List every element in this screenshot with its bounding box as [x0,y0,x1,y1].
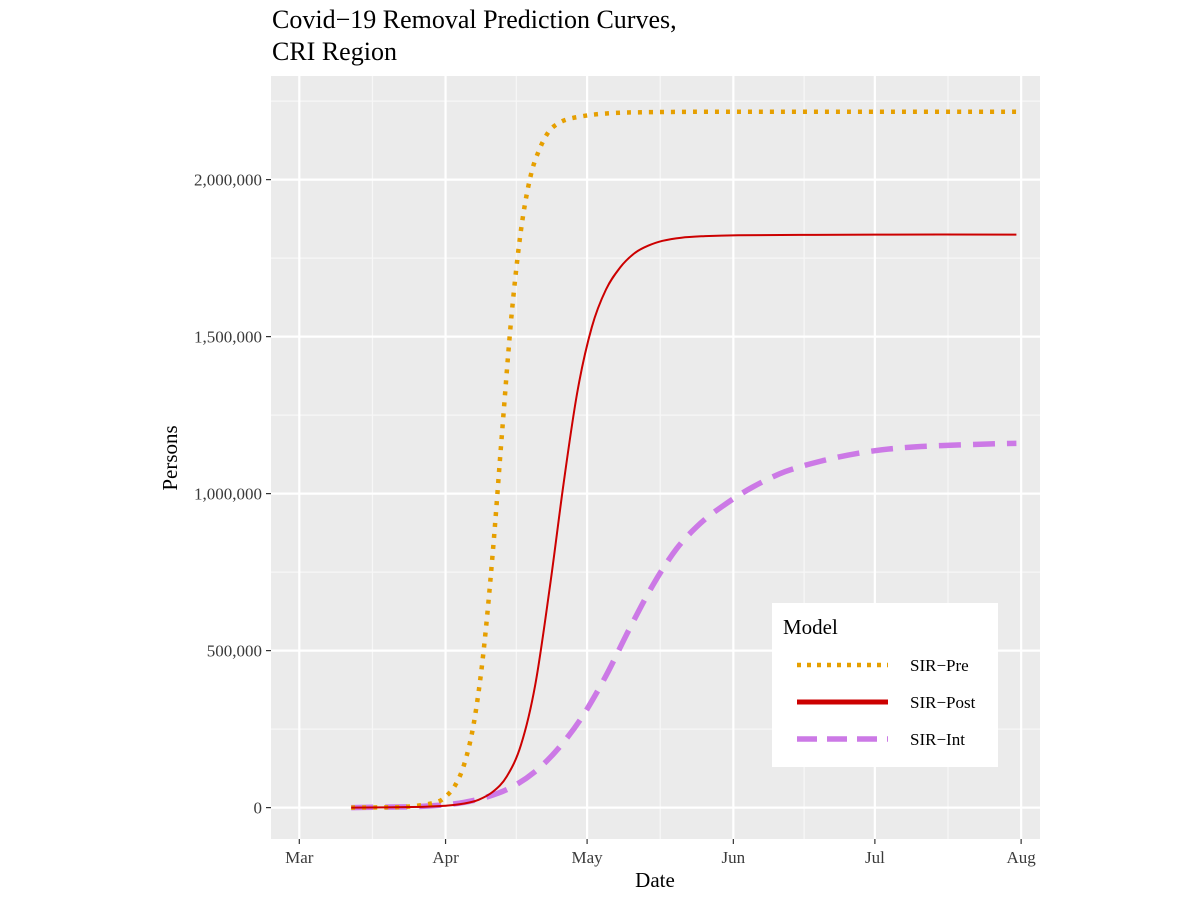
chart-title: Covid−19 Removal Prediction Curves, CRI … [272,5,677,66]
x-tick-label: Jun [722,848,746,867]
y-tick-label: 2,000,000 [194,171,262,190]
x-tick-label: Jul [865,848,885,867]
legend-label-1: SIR−Pre [910,656,969,675]
series-line-sir-post [351,233,1017,809]
x-tick-label: Aug [1006,848,1036,867]
y-axis-title: Persons [158,425,182,490]
x-axis: Mar Apr May Jun Jul Aug [285,839,1036,867]
x-tick-label: Apr [432,848,459,867]
legend-label-2: SIR−Post [910,693,976,712]
legend: Model SIR−Pre SIR−Post SIR−Int [772,603,998,767]
chart-title-line-2: CRI Region [272,37,397,66]
y-tick-label: 500,000 [207,642,262,661]
x-tick-label: May [572,848,604,867]
y-tick-label: 0 [254,799,263,818]
chart-title-line-1: Covid−19 Removal Prediction Curves, [272,5,677,34]
y-tick-label: 1,000,000 [194,485,262,504]
x-tick-label: Mar [285,848,314,867]
series-line-sir-pre [351,109,1017,810]
y-tick-label: 1,500,000 [194,328,262,347]
y-axis: 0 500,000 1,000,000 1,500,000 2,000,000 [194,171,271,818]
legend-title: Model [783,615,838,639]
series-line-sir-int [351,440,1017,811]
x-axis-title: Date [635,868,675,892]
series-lines [351,109,1017,811]
legend-label-3: SIR−Int [910,730,965,749]
